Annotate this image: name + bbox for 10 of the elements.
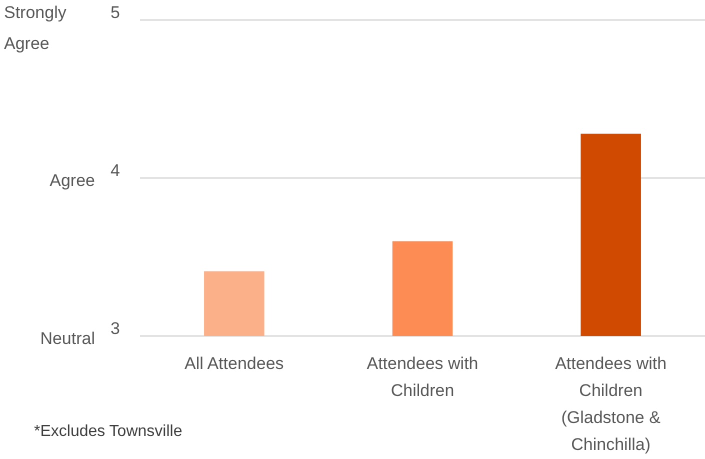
x-tick-label: All Attendees (184, 354, 284, 373)
y-tick-label: 5 (110, 3, 120, 22)
text: Agree (50, 171, 95, 190)
y-tick-label: 3 (110, 319, 120, 338)
y-tick-label: 4 (110, 161, 120, 180)
x-tick-label: Attendees with Children (Gladstone & Chinchilla) (555, 354, 667, 454)
text: Strongly Agree (4, 3, 67, 53)
text: Neutral (40, 329, 95, 348)
text: *Excludes Townsville (34, 423, 182, 440)
x-tick-label: Attendees with Children (366, 354, 478, 400)
